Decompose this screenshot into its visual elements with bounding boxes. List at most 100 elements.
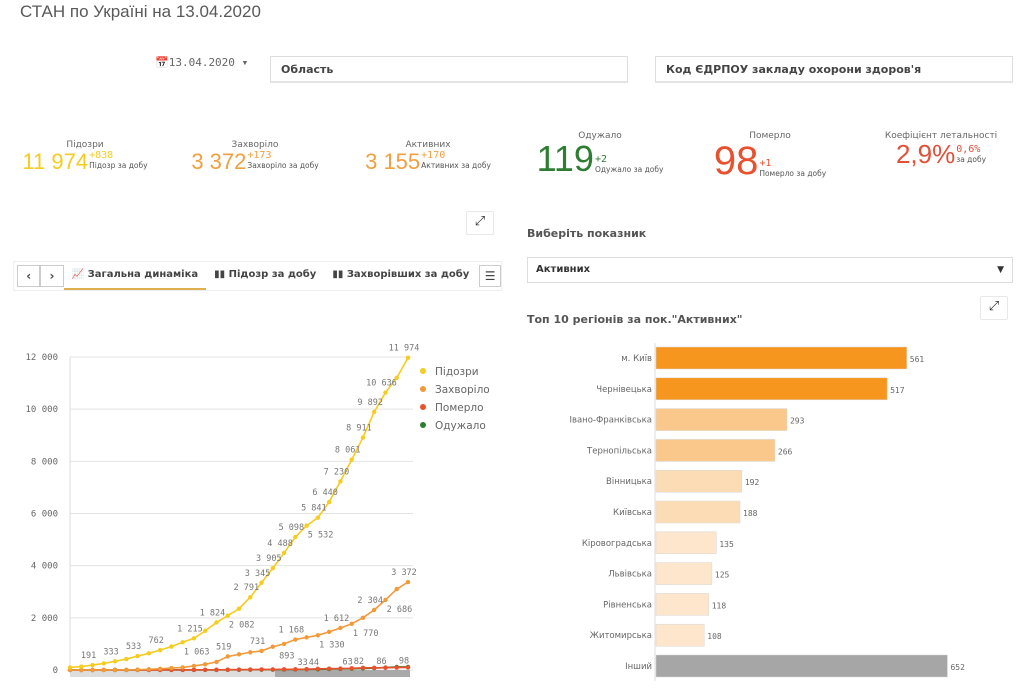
- data-label: 893: [279, 652, 294, 662]
- tab-general-dynamics[interactable]: 📈 Загальна динаміка: [63, 262, 207, 290]
- list-icon[interactable]: ☰: [479, 265, 501, 287]
- indicator-dropdown[interactable]: Активних ▼: [527, 257, 1013, 283]
- tab-infected-daily[interactable]: ▮▮ Захворівших за добу: [332, 269, 470, 280]
- data-label: 3 372: [391, 568, 417, 578]
- data-label: 8 061: [335, 446, 361, 456]
- data-point: [405, 665, 411, 670]
- data-point: [270, 667, 275, 672]
- kpi-sub: за добу: [956, 155, 987, 164]
- category-label: Рівненська: [603, 600, 652, 610]
- data-label: 3 345: [245, 569, 271, 579]
- data-label: 7 230: [324, 467, 350, 477]
- category-label: Івано-Франківська: [569, 416, 652, 426]
- bar: [655, 623, 705, 647]
- scrollbar-thumb: [275, 670, 410, 677]
- data-label: 2 082: [229, 621, 255, 631]
- data-point: [248, 595, 253, 600]
- prev-button[interactable]: ‹: [17, 265, 41, 287]
- data-point: [270, 565, 275, 571]
- data-label: 11 974: [389, 344, 420, 354]
- category-label: м. Київ: [621, 354, 652, 364]
- data-point: [338, 625, 343, 631]
- data-label: 533: [126, 642, 141, 652]
- data-point: [180, 665, 185, 670]
- data-label: 333: [103, 647, 118, 657]
- data-point: [135, 653, 140, 659]
- data-label: 519: [216, 642, 231, 652]
- data-point: [169, 665, 174, 671]
- data-point: [304, 666, 309, 672]
- data-point: [394, 586, 399, 592]
- kpi-value: 3 155: [365, 149, 421, 174]
- data-point: [293, 534, 298, 540]
- data-label: 86: [376, 657, 386, 667]
- bar-value-label: 118: [712, 601, 727, 610]
- legend-marker: [420, 386, 426, 392]
- data-point: [90, 667, 95, 673]
- data-label: 63: [343, 657, 353, 667]
- data-point: [270, 644, 275, 649]
- bar: [655, 377, 888, 401]
- data-label: 82: [354, 657, 364, 667]
- bar-value-label: 135: [719, 540, 734, 549]
- kpi-value: 98: [713, 139, 759, 183]
- data-label: 731: [250, 637, 265, 647]
- bar-value-label: 561: [910, 355, 925, 364]
- data-point: [225, 654, 230, 659]
- data-point: [326, 666, 332, 671]
- kpi-value: 2,9%: [895, 139, 956, 169]
- bar-value-label: 192: [745, 478, 760, 487]
- data-point: [157, 647, 163, 653]
- data-label: 2 686: [387, 605, 413, 615]
- data-point: [394, 375, 399, 381]
- kpi-sub: Активних за добу: [421, 161, 491, 170]
- data-point: [304, 635, 309, 640]
- data-point: [79, 667, 84, 673]
- data-point: [405, 579, 411, 585]
- bar-value-label: 293: [790, 417, 805, 426]
- data-point: [338, 666, 343, 671]
- tab-suspicions-daily[interactable]: ▮▮ Підозр за добу: [214, 269, 317, 280]
- data-point: [349, 666, 354, 671]
- category-label: Львівська: [608, 570, 652, 580]
- data-label: 5 098: [279, 523, 305, 533]
- data-point: [315, 515, 321, 520]
- kpi-delta: 0,6%: [956, 144, 981, 155]
- data-point: [203, 628, 208, 634]
- region-filter[interactable]: Область: [270, 56, 628, 83]
- data-label: 1 063: [184, 647, 210, 657]
- bar-value-label: 517: [890, 386, 905, 395]
- bar-value-label: 652: [950, 663, 965, 672]
- category-label: Інший: [625, 662, 652, 672]
- data-label: 1 824: [200, 608, 226, 618]
- data-point: [191, 667, 197, 673]
- kpi-sub: Одужало за добу: [594, 165, 664, 174]
- legend-marker: [420, 422, 426, 428]
- data-point: [360, 615, 366, 621]
- data-point: [248, 667, 253, 672]
- data-point: [293, 637, 298, 642]
- bar: [655, 439, 776, 462]
- expand-icon[interactable]: ⤢: [980, 296, 1008, 320]
- edrpou-filter[interactable]: Код ЄДРПОУ закладу охорони здоров'я: [655, 56, 1013, 83]
- kpi-1: Захворіло 3 372 +173 Захворіло за добу: [170, 140, 340, 173]
- date-picker[interactable]: 📅13.04.2020 ▾: [155, 56, 249, 69]
- data-point: [101, 661, 107, 666]
- data-point: [124, 667, 129, 673]
- data-point: [326, 499, 332, 505]
- data-point: [372, 665, 377, 671]
- kpi-delta: +170: [421, 150, 446, 161]
- data-label: 44: [309, 658, 319, 668]
- data-point: [293, 667, 298, 672]
- data-label: 1 330: [319, 640, 345, 650]
- expand-icon[interactable]: ⤢: [466, 211, 494, 235]
- legend-label: Одужало: [435, 420, 486, 432]
- kpi-label: Захворіло: [231, 140, 279, 150]
- bar: [655, 469, 743, 493]
- data-point: [67, 665, 73, 670]
- bar: [655, 531, 717, 555]
- next-button[interactable]: ›: [40, 265, 64, 287]
- data-point: [304, 523, 309, 528]
- data-point: [281, 550, 287, 556]
